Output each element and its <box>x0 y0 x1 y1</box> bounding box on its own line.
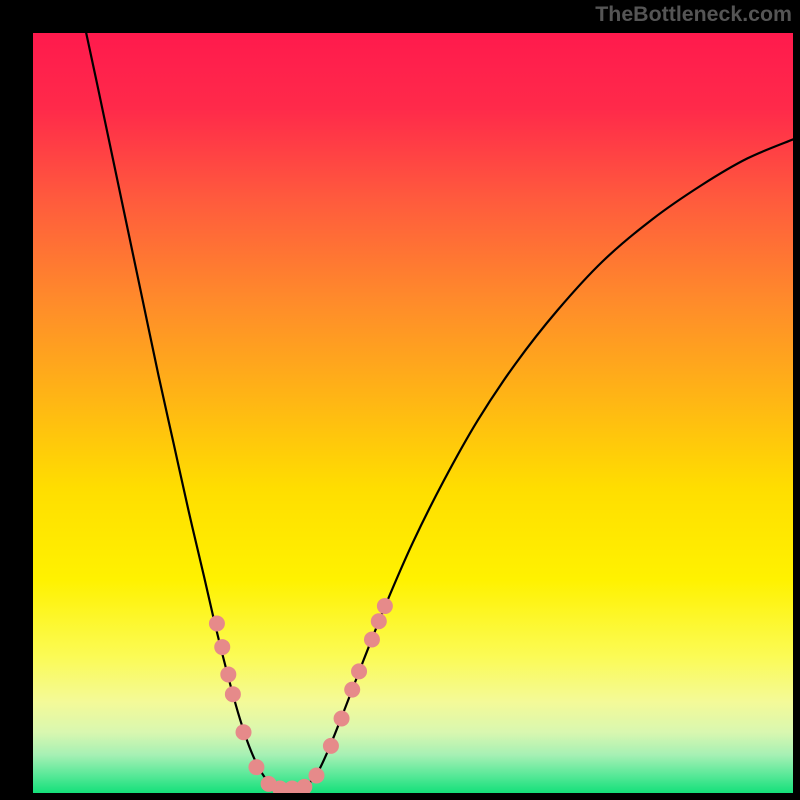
marker-dot <box>364 631 380 647</box>
plot-area <box>33 33 793 793</box>
chart-canvas: TheBottleneck.com <box>0 0 800 800</box>
marker-dot <box>236 724 252 740</box>
marker-dot <box>220 666 236 682</box>
marker-dot <box>344 682 360 698</box>
marker-dot <box>377 598 393 614</box>
marker-dot <box>351 663 367 679</box>
marker-dot <box>334 711 350 727</box>
marker-dot <box>225 686 241 702</box>
marker-dot <box>308 768 324 784</box>
marker-dot <box>371 613 387 629</box>
marker-dot <box>209 616 225 632</box>
marker-dot <box>214 639 230 655</box>
marker-dot <box>296 779 312 793</box>
marker-dot <box>323 738 339 754</box>
marker-layer <box>33 33 793 793</box>
attribution-text: TheBottleneck.com <box>595 2 792 27</box>
marker-dot <box>248 759 264 775</box>
marker-group <box>209 598 393 793</box>
